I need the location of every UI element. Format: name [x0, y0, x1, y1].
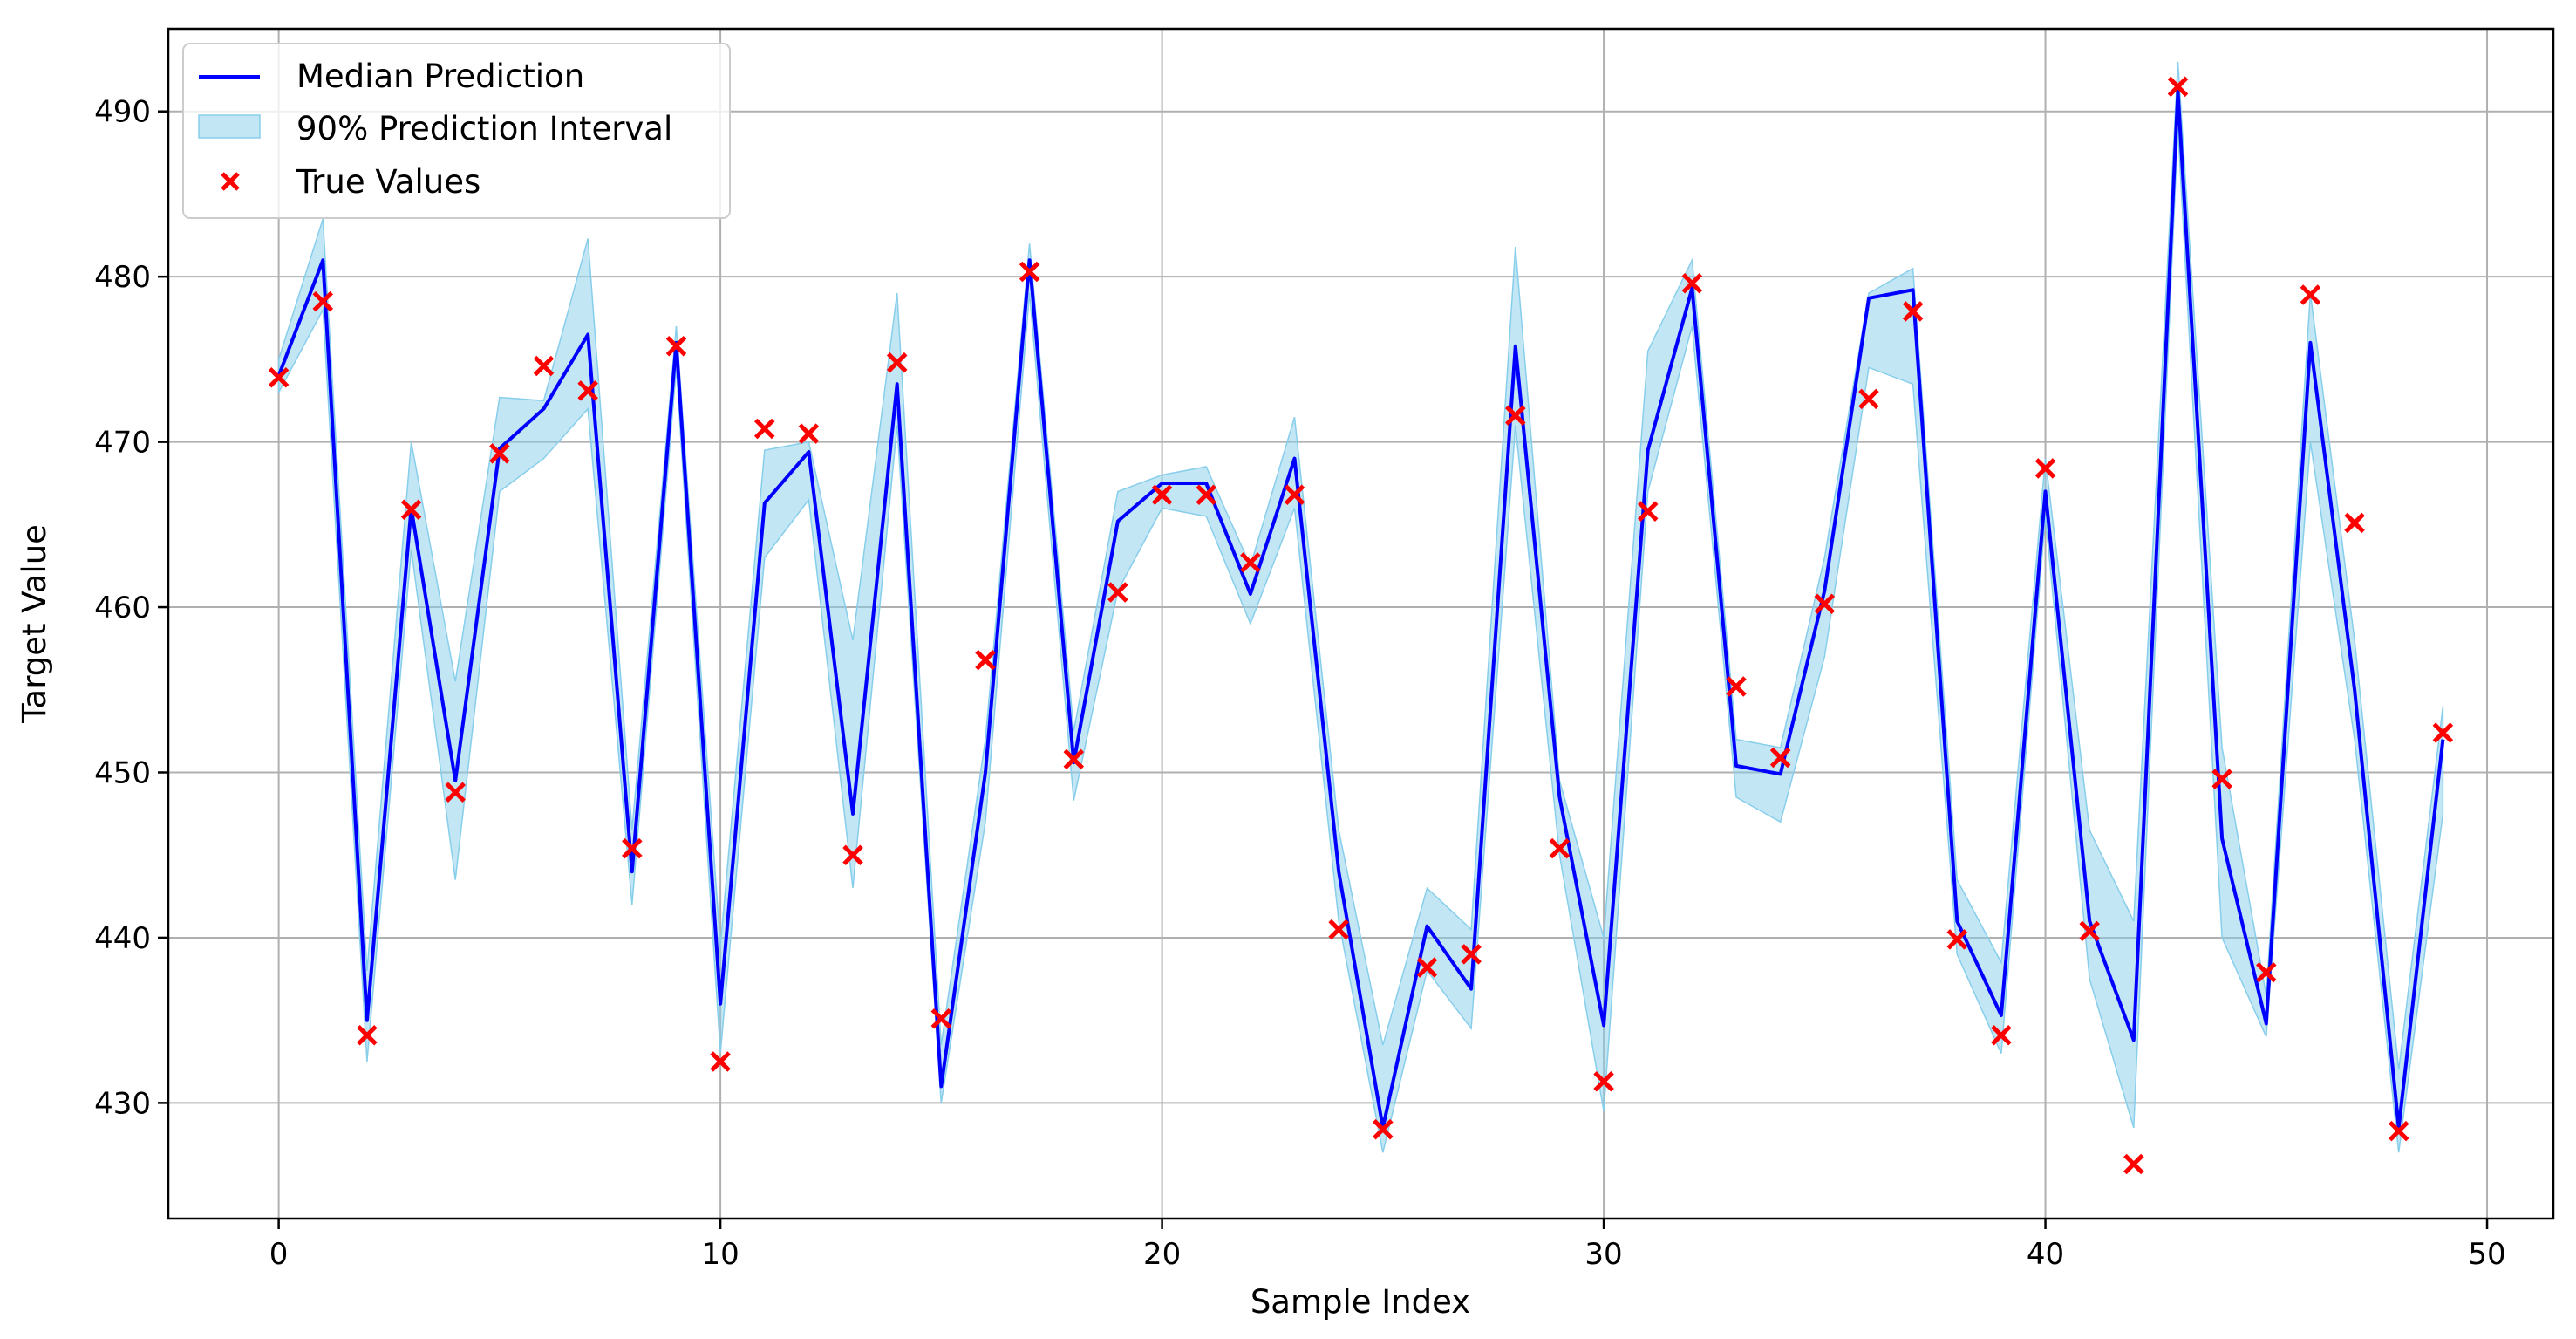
legend-label-interval: 90% Prediction Interval: [296, 110, 672, 147]
y-tick-label: 430: [94, 1086, 151, 1121]
true-value-marker: [975, 649, 996, 671]
true-value-marker: [1549, 837, 1571, 859]
true-value-marker: [1328, 919, 1349, 940]
true-value-marker: [886, 352, 908, 373]
plot-frame: [167, 27, 2555, 1220]
y-tick-label: 460: [94, 591, 151, 625]
true-value-marker: [1946, 929, 1968, 950]
true-value-marker: [1814, 593, 1836, 615]
true-value-marker: [268, 366, 290, 388]
y-ticks: 430 440 450 460 470 480 490: [94, 95, 168, 1121]
true-value-marker: [1505, 405, 1526, 427]
prediction-interval-band: [277, 61, 2444, 1153]
true-value-marker: [622, 837, 643, 859]
x-tick-label: 20: [1143, 1237, 1181, 1272]
median-line-group: [276, 90, 2445, 1130]
true-value-marker: [1769, 747, 1791, 769]
true-value-marker: [1373, 1118, 1394, 1140]
true-value-marker: [1902, 301, 1924, 322]
true-value-marker: [710, 1051, 731, 1072]
y-tick-label: 440: [94, 921, 151, 956]
y-tick-label: 470: [94, 426, 151, 461]
true-value-marker: [2256, 961, 2277, 983]
true-value-marker: [312, 290, 334, 312]
y-axis-label: Target Value: [16, 524, 53, 724]
true-value-marker: [798, 423, 820, 444]
true-value-marker: [577, 380, 598, 401]
y-tick-label: 490: [94, 95, 151, 130]
true-values-points: [268, 76, 2454, 1175]
prediction-interval-area: [277, 61, 2444, 1153]
x-tick-label: 40: [2027, 1237, 2064, 1272]
median-prediction-line: [276, 90, 2445, 1130]
true-value-marker: [489, 443, 510, 464]
true-value-marker: [2123, 1153, 2144, 1175]
true-value-marker: [1416, 957, 1438, 978]
true-value-marker: [1858, 388, 1879, 410]
true-value-marker: [1726, 676, 1747, 697]
legend: Median Prediction 90% Prediction Interva…: [182, 43, 731, 219]
true-value-marker: [2388, 1120, 2409, 1142]
true-value-marker: [930, 1008, 952, 1029]
true-value-marker: [2432, 722, 2454, 743]
true-value-marker: [445, 782, 466, 803]
true-value-marker: [1151, 484, 1173, 506]
true-value-marker: [2300, 284, 2321, 305]
x-axis-label: Sample Index: [1251, 1283, 1470, 1321]
true-value-marker: [753, 418, 775, 440]
true-value-marker: [357, 1024, 378, 1046]
true-value-marker: [665, 335, 687, 357]
true-value-marker: [2211, 769, 2232, 789]
true-value-marker: [533, 355, 555, 377]
x-tick-label: 30: [1584, 1237, 1622, 1272]
true-value-marker: [1019, 261, 1040, 283]
true-value-marker: [1107, 582, 1128, 603]
legend-interval-swatch: [198, 114, 261, 139]
x-ticks: 0 10 20 30 40 50: [269, 1219, 2506, 1272]
true-value-marker: [2079, 920, 2100, 942]
legend-label-true-values: True Values: [296, 163, 480, 201]
x-tick-label: 50: [2468, 1237, 2505, 1272]
true-value-marker: [2167, 76, 2189, 98]
true-value-marker: [400, 499, 422, 521]
true-value-marker: [1593, 1070, 1614, 1092]
true-value-marker: [1637, 501, 1659, 522]
true-value-marker: [1461, 944, 1482, 965]
y-tick-label: 450: [94, 756, 151, 791]
legend-label-median: Median Prediction: [296, 58, 584, 95]
y-tick-label: 480: [94, 260, 151, 295]
true-value-marker: [1196, 484, 1216, 506]
x-tick-label: 0: [269, 1237, 289, 1272]
true-value-marker: [1063, 748, 1085, 770]
x-tick-label: 10: [701, 1237, 739, 1272]
true-value-marker: [842, 844, 863, 865]
true-value-marker: [2344, 512, 2365, 534]
true-value-marker: [2034, 458, 2056, 479]
true-value-marker: [1991, 1024, 2012, 1046]
true-value-marker: [1284, 484, 1305, 506]
true-value-marker: [1681, 272, 1703, 294]
legend-true-values-swatch: [221, 172, 240, 191]
true-value-marker: [1240, 552, 1261, 573]
legend-box: [182, 43, 731, 219]
